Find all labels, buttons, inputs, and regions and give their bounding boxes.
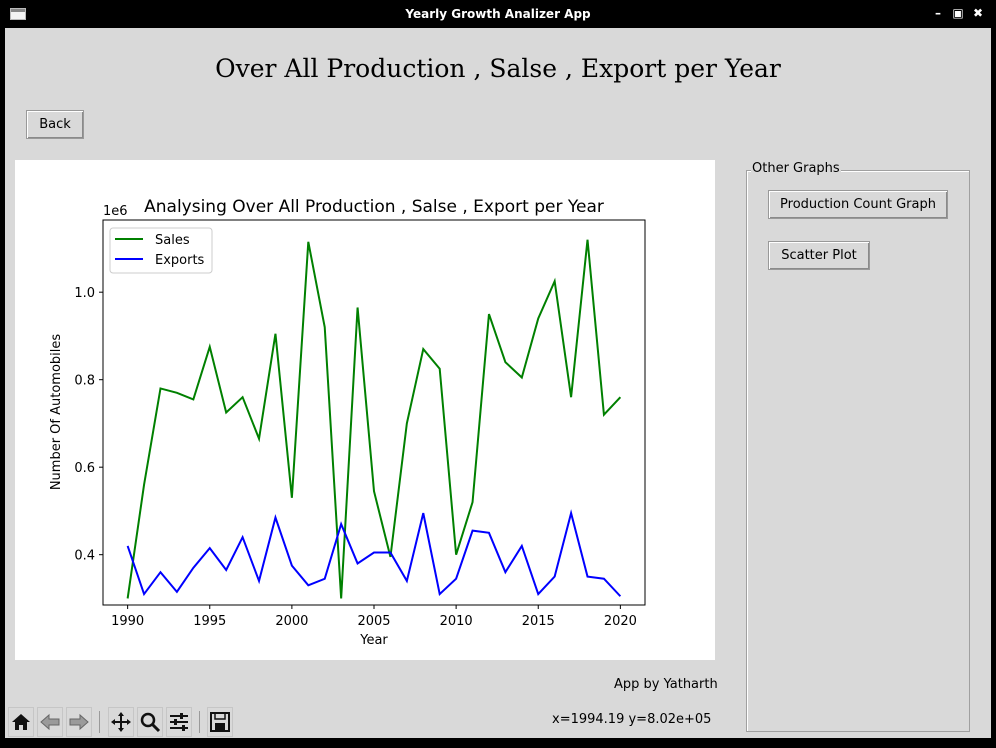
back-arrow-icon[interactable] bbox=[37, 707, 63, 737]
x-axis-label: Year bbox=[359, 633, 388, 648]
configure-subplots-icon[interactable] bbox=[166, 707, 192, 737]
toolbar-separator bbox=[99, 711, 100, 733]
x-tick-label: 2000 bbox=[275, 614, 308, 629]
axes-frame bbox=[102, 219, 646, 606]
pan-icon[interactable] bbox=[108, 707, 134, 737]
credit-text: App by Yatharth bbox=[614, 677, 718, 692]
window-title: Yearly Growth Analizer App bbox=[405, 7, 591, 21]
x-tick-label: 2010 bbox=[440, 614, 473, 629]
window-border-left bbox=[0, 28, 5, 748]
close-button[interactable]: ✖ bbox=[972, 6, 984, 20]
x-tick-label: 2005 bbox=[357, 614, 390, 629]
toolbar-separator bbox=[199, 711, 200, 733]
scatter-plot-button[interactable]: Scatter Plot bbox=[768, 241, 870, 270]
production-count-graph-button[interactable]: Production Count Graph bbox=[768, 190, 948, 219]
legend: Sales Exports bbox=[109, 227, 213, 274]
plot-canvas[interactable]: 1990 1995 2000 2005 2010 2015 2020 0.4 0.6 0.8 1.… bbox=[15, 160, 715, 660]
home-icon[interactable] bbox=[8, 707, 34, 737]
maximize-button[interactable]: ▣ bbox=[952, 6, 964, 20]
x-tick-label: 1995 bbox=[193, 614, 226, 629]
other-graphs-title: Other Graphs bbox=[751, 161, 841, 176]
page-title: Over All Production , Salse , Export per… bbox=[215, 54, 781, 83]
title-bar: Yearly Growth Analizer App – ▣ ✖ bbox=[0, 0, 996, 28]
cursor-coordinates: x=1994.19 y=8.02e+05 bbox=[552, 712, 712, 727]
legend-label-sales: Sales bbox=[155, 233, 190, 248]
y-tick-label: 0.6 bbox=[74, 461, 95, 476]
window-border-bottom bbox=[0, 738, 996, 748]
forward-arrow-icon[interactable] bbox=[66, 707, 92, 737]
line-chart: 1990 1995 2000 2005 2010 2015 2020 0.4 0.6 0.8 1.… bbox=[49, 197, 646, 648]
x-tick-label: 1990 bbox=[111, 614, 144, 629]
window-icon bbox=[10, 8, 26, 20]
save-icon[interactable] bbox=[207, 707, 233, 737]
y-offset-label: 1e6 bbox=[103, 204, 128, 219]
zoom-icon[interactable] bbox=[137, 707, 163, 737]
legend-label-exports: Exports bbox=[155, 253, 205, 268]
window-border-right bbox=[991, 28, 996, 748]
x-tick-label: 2020 bbox=[604, 614, 637, 629]
y-axis-label: Number Of Automobiles bbox=[49, 334, 64, 491]
series-line-exports bbox=[126, 509, 622, 597]
other-graphs-frame bbox=[746, 170, 970, 732]
series-line-sales bbox=[126, 239, 622, 599]
x-tick-label: 2015 bbox=[522, 614, 555, 629]
y-tick-label: 1.0 bbox=[74, 286, 95, 301]
minimize-button[interactable]: – bbox=[935, 6, 941, 20]
back-button[interactable]: Back bbox=[26, 110, 84, 139]
y-tick-label: 0.8 bbox=[74, 374, 95, 389]
chart-title: Analysing Over All Production , Salse , … bbox=[144, 197, 604, 217]
y-tick-label: 0.4 bbox=[74, 549, 95, 564]
